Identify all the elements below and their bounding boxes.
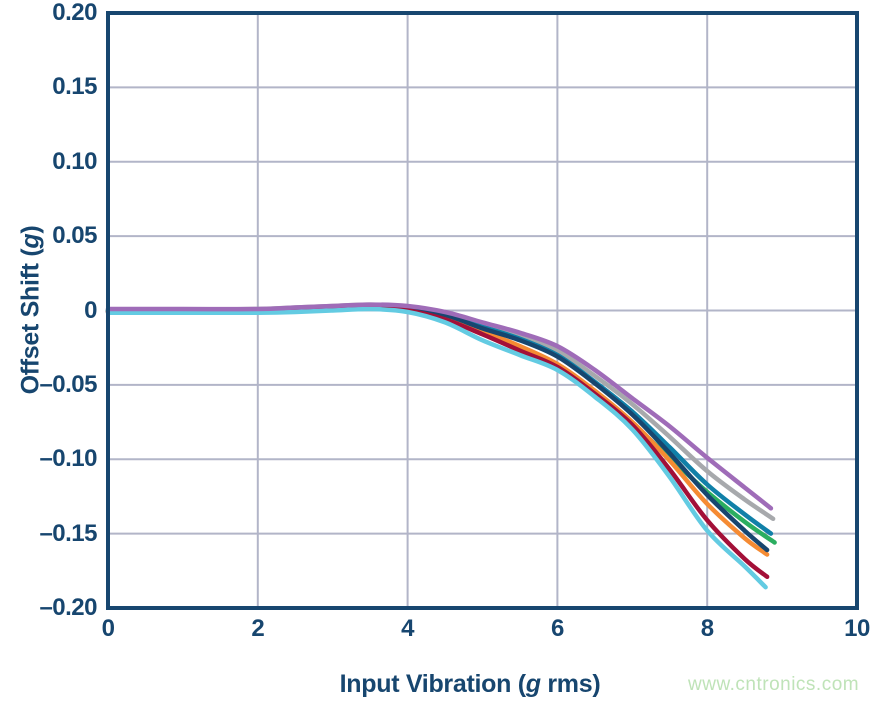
x-axis-title-text-end: rms) <box>540 670 601 698</box>
y-axis-title: Offset Shift (g) <box>16 225 45 395</box>
y-tick-label-0.20: 0.20 <box>52 0 97 26</box>
x-axis-title-text: Input Vibration ( <box>339 670 526 698</box>
series-line-cyan <box>105 306 768 590</box>
plot-border <box>106 11 859 610</box>
y-tick-label-0: 0 <box>84 296 97 324</box>
series-line-crimson <box>105 305 770 580</box>
series-line-teal <box>105 303 774 536</box>
series-line-orange <box>105 305 770 557</box>
y-axis-title-italic-g: g <box>16 233 45 249</box>
series-line-gray <box>105 302 776 522</box>
y-tick-label-–0.05: –0.05 <box>39 370 97 398</box>
x-tick-label-4: 4 <box>401 615 415 642</box>
x-tick-label-6: 6 <box>550 615 564 642</box>
x-axis-title-italic-g: g <box>525 670 541 698</box>
y-tick-label-0.15: 0.15 <box>52 73 97 101</box>
y-tick-label-–0.15: –0.15 <box>39 519 97 547</box>
y-tick-label-–0.10: –0.10 <box>39 445 97 473</box>
y-tick-label-0.10: 0.10 <box>52 147 97 175</box>
x-tick-label-0: 0 <box>101 615 115 642</box>
y-tick-label-–0.20: –0.20 <box>39 594 97 621</box>
x-tick-label-2: 2 <box>251 615 265 642</box>
x-tick-label-8: 8 <box>700 615 714 642</box>
x-axis-title: Input Vibration (g rms) <box>340 672 601 697</box>
watermark: www.cntronics.com <box>688 674 860 695</box>
y-axis-title-text: Offset Shift ( <box>16 248 45 395</box>
y-tick-label-0.05: 0.05 <box>52 222 97 250</box>
series-line-purple <box>105 302 774 511</box>
y-axis-title-text-end: ) <box>16 225 45 234</box>
series-line-green <box>105 303 777 545</box>
x-tick-label-10: 10 <box>844 615 870 642</box>
